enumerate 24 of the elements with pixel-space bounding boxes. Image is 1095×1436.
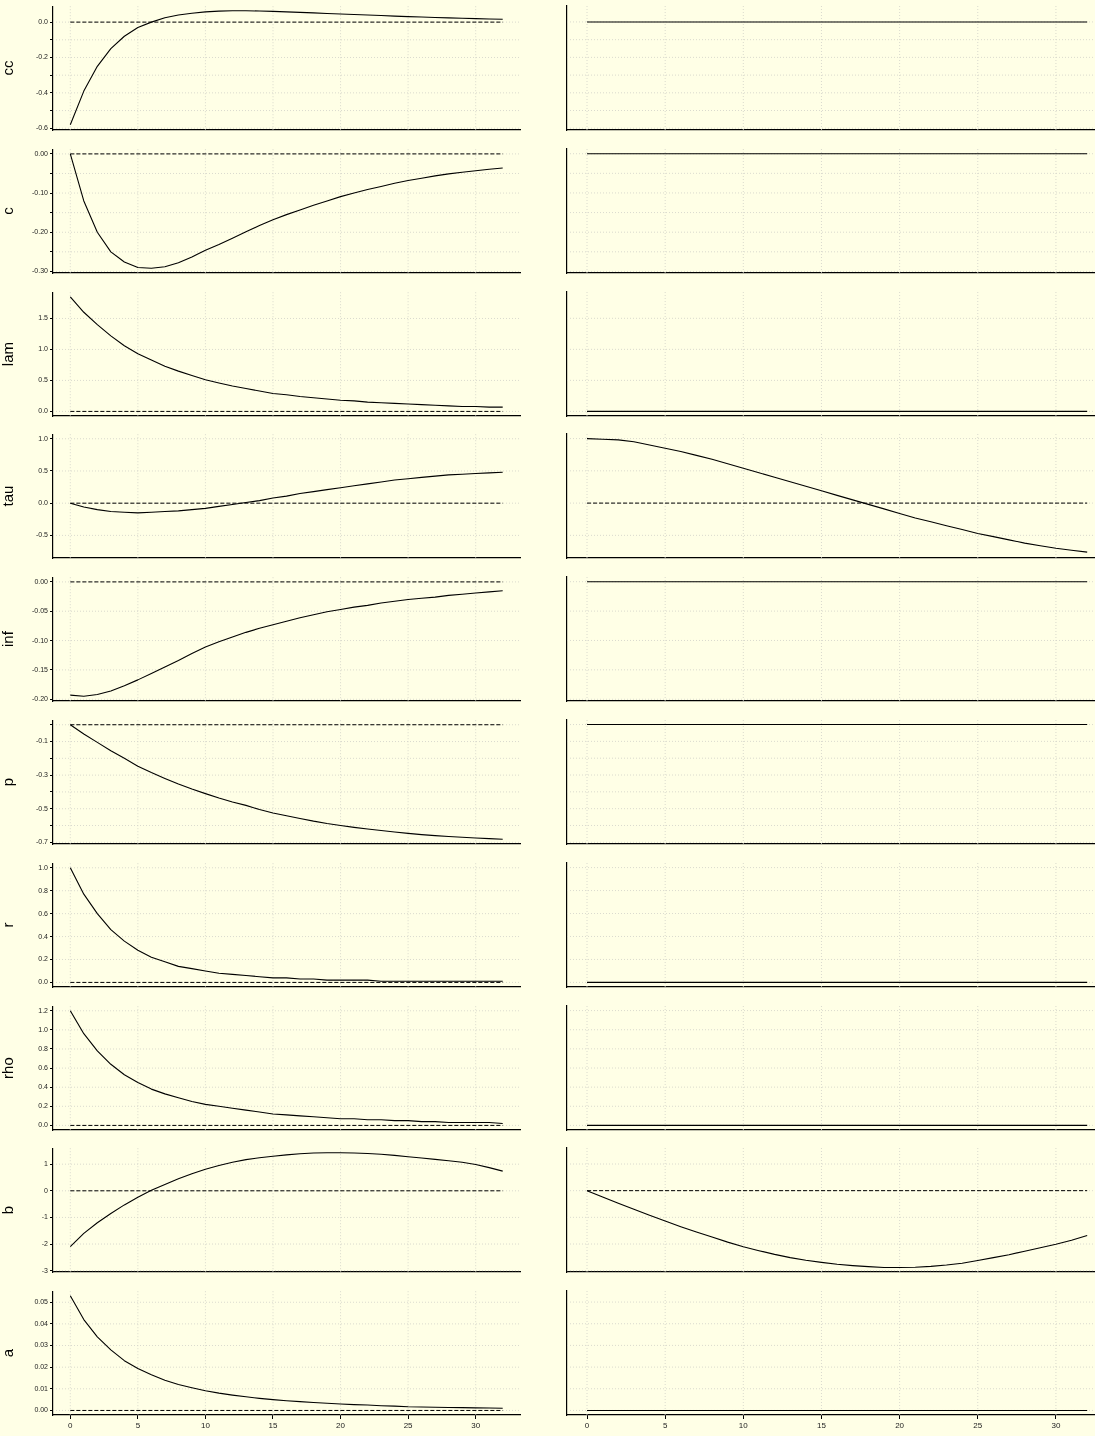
y-axis-title: c [0, 206, 17, 215]
y-axis-title: b [0, 1205, 17, 1215]
x-tick-label: 10 [200, 1421, 211, 1430]
x-tick-label: 20 [336, 1421, 346, 1430]
y-axis-title: cc [0, 60, 17, 76]
y-axis-title: rho [0, 1057, 17, 1079]
x-tick-label: 10 [738, 1421, 749, 1430]
x-tick-label: 0 [68, 1421, 74, 1430]
x-tick-label: 5 [135, 1421, 141, 1430]
y-axis-title: a [0, 1348, 17, 1358]
y-axis-title: p [0, 777, 17, 787]
x-tick-label: 25 [403, 1421, 414, 1430]
x-tick-label: 15 [268, 1421, 278, 1430]
y-axis-title: lam [0, 342, 17, 367]
y-axis-title: tau [0, 485, 17, 507]
x-tick-label: 0 [584, 1421, 590, 1430]
x-tick-label: 5 [662, 1421, 668, 1430]
x-tick-label: 30 [1051, 1421, 1061, 1430]
x-tick-label: 15 [817, 1421, 827, 1430]
x-tick-label: 25 [973, 1421, 983, 1430]
x-tick-label: 20 [895, 1421, 905, 1430]
x-tick-label: 30 [471, 1421, 481, 1430]
y-axis-title: r [0, 922, 17, 928]
y-axis-title: inf [0, 630, 17, 648]
